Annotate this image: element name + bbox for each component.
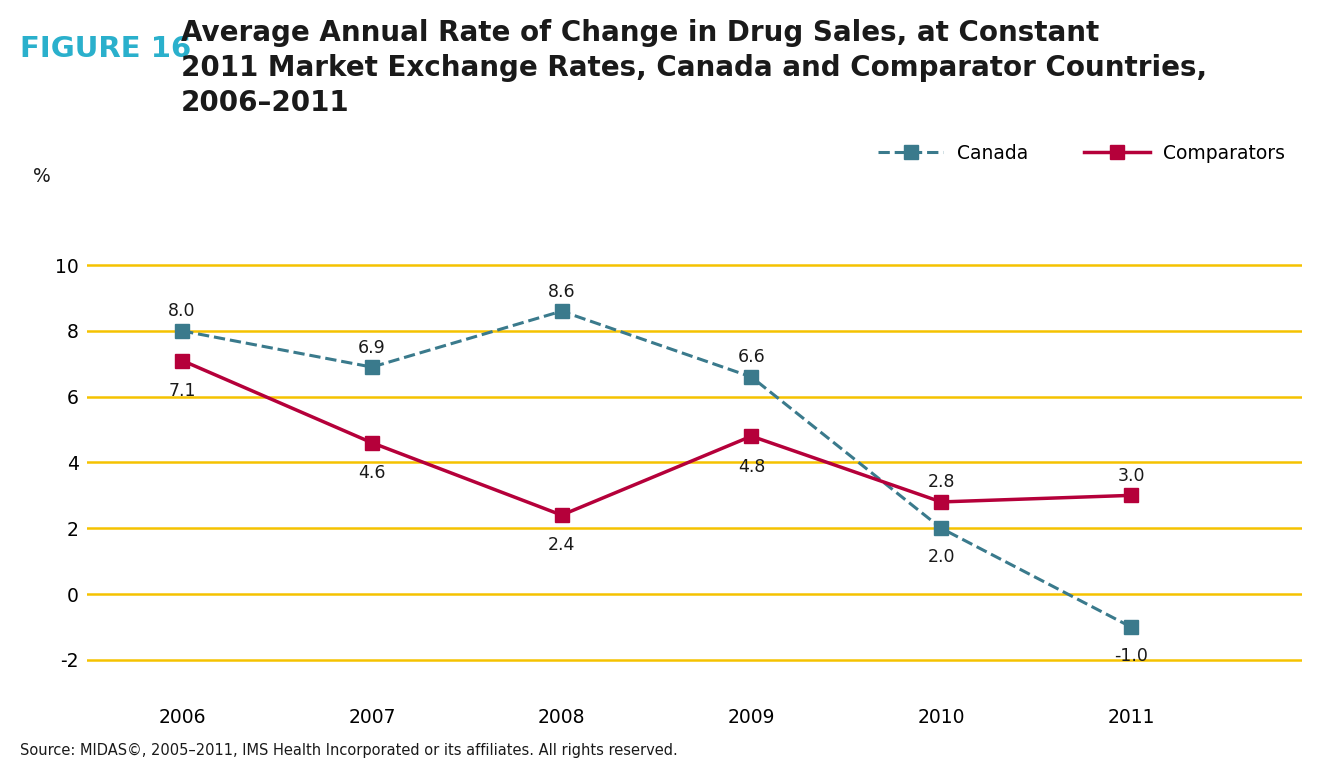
Text: 4.8: 4.8	[738, 458, 765, 476]
Text: 2.4: 2.4	[548, 536, 576, 555]
Text: 2.8: 2.8	[927, 473, 956, 491]
Text: 7.1: 7.1	[168, 382, 196, 400]
Text: FIGURE 16: FIGURE 16	[20, 35, 192, 63]
Text: 3.0: 3.0	[1117, 467, 1145, 485]
Legend: Canada, Comparators: Canada, Comparators	[871, 136, 1292, 170]
Text: %: %	[32, 167, 51, 186]
Text: 2006–2011: 2006–2011	[181, 89, 350, 117]
Text: 2011 Market Exchange Rates, Canada and Comparator Countries,: 2011 Market Exchange Rates, Canada and C…	[181, 54, 1208, 82]
Text: 8.0: 8.0	[168, 302, 196, 320]
Text: 6.6: 6.6	[738, 348, 765, 367]
Text: 8.6: 8.6	[548, 283, 576, 301]
Text: -1.0: -1.0	[1114, 646, 1147, 664]
Text: 2.0: 2.0	[927, 548, 956, 566]
Text: 6.9: 6.9	[358, 339, 385, 357]
Text: 4.6: 4.6	[358, 464, 385, 482]
Text: Average Annual Rate of Change in Drug Sales, at Constant: Average Annual Rate of Change in Drug Sa…	[181, 19, 1099, 47]
Text: Source: MIDAS©, 2005–2011, IMS Health Incorporated or its affiliates. All rights: Source: MIDAS©, 2005–2011, IMS Health In…	[20, 743, 678, 758]
